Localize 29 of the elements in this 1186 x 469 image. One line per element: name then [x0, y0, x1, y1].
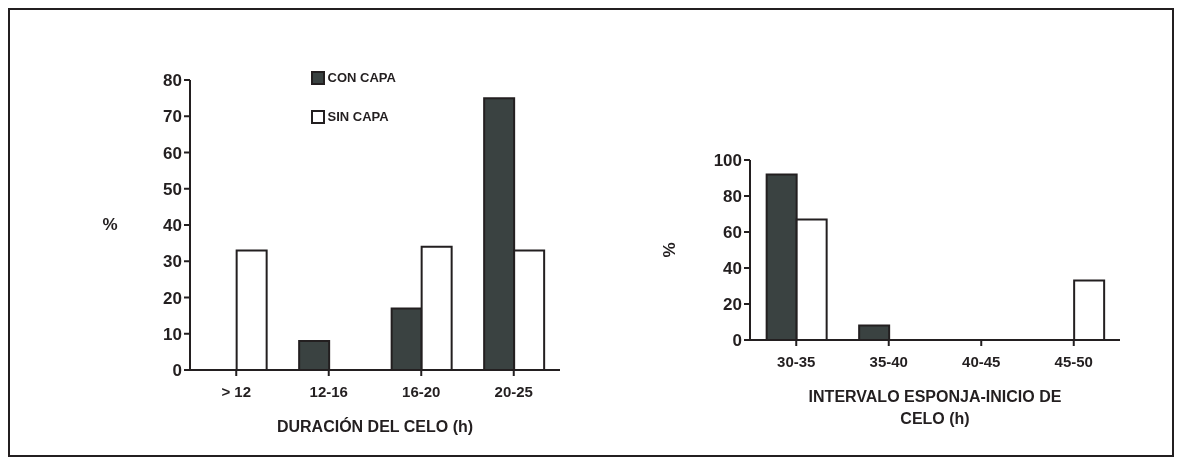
y-tick-label: 0	[172, 361, 182, 381]
y-tick-label: 50	[163, 179, 182, 199]
y-tick-label: 0	[732, 331, 742, 351]
y-tick-label: 10	[163, 324, 182, 344]
y-tick-label: 40	[723, 259, 742, 279]
y-tick-label: 80	[723, 187, 742, 207]
y-tick-label: 30	[163, 252, 182, 272]
x-axis-title: DURACIÓN DEL CELO (h)	[275, 416, 475, 437]
y-tick-label: 70	[163, 107, 182, 127]
y-tick-label: 20	[723, 295, 742, 315]
y-tick-label: 20	[163, 288, 182, 308]
y-tick-label: 100	[713, 151, 742, 171]
x-tick-label: 20-25	[494, 382, 533, 400]
y-axis-title: %	[660, 241, 680, 260]
x-tick-label: 40-45	[962, 352, 1001, 370]
x-axis-title: INTERVALO ESPONJA-INICIO DE CELO (h)	[807, 387, 1063, 429]
y-axis-title: %	[101, 215, 119, 235]
x-tick-label: 45-50	[1054, 352, 1093, 370]
legend-label: CON CAPA	[327, 70, 396, 85]
legend-label: SIN CAPA	[327, 109, 389, 124]
y-tick-label: 60	[723, 223, 742, 243]
y-tick-label: 80	[163, 71, 182, 91]
x-tick-label: 12-16	[309, 382, 348, 400]
x-tick-label: 30-35	[777, 352, 816, 370]
y-tick-label: 40	[163, 216, 182, 236]
x-tick-label: > 12	[221, 382, 252, 400]
x-tick-label: 16-20	[402, 382, 441, 400]
x-tick-label: 35-40	[869, 352, 908, 370]
y-tick-label: 60	[163, 143, 182, 163]
